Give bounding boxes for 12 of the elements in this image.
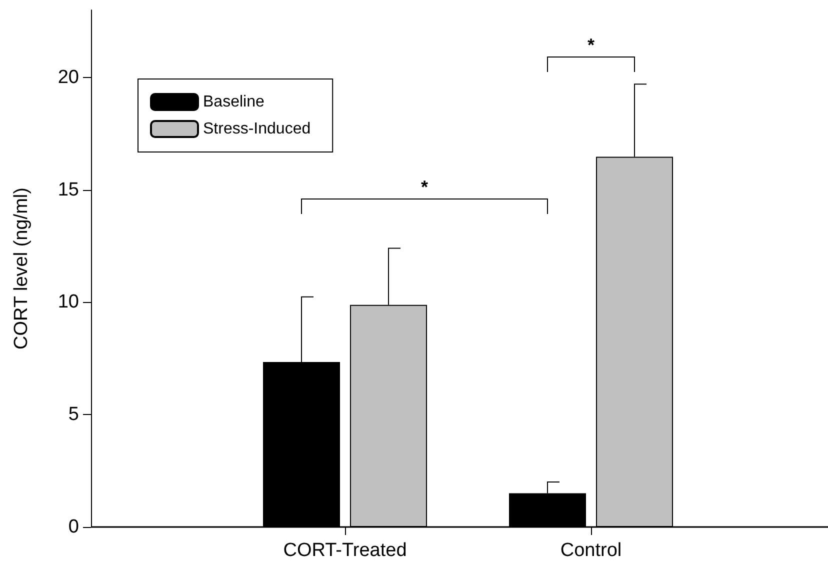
x-tick-label: CORT-Treated [283, 540, 407, 561]
annotation: * [420, 177, 428, 197]
y-tick-label: 0 [68, 516, 79, 538]
y-tick-label: 10 [58, 292, 79, 313]
legend-label: Baseline [203, 94, 264, 110]
y-tick-label: 5 [68, 404, 79, 426]
y-tick-label: 20 [58, 66, 79, 88]
annotation: * [587, 35, 595, 55]
x-tick-label: Control [560, 540, 622, 561]
legend-label: Stress-Induced [203, 120, 311, 138]
y-axis-title: CORT level (ng/ml) [11, 188, 32, 350]
y-tick-label: 15 [58, 179, 79, 200]
